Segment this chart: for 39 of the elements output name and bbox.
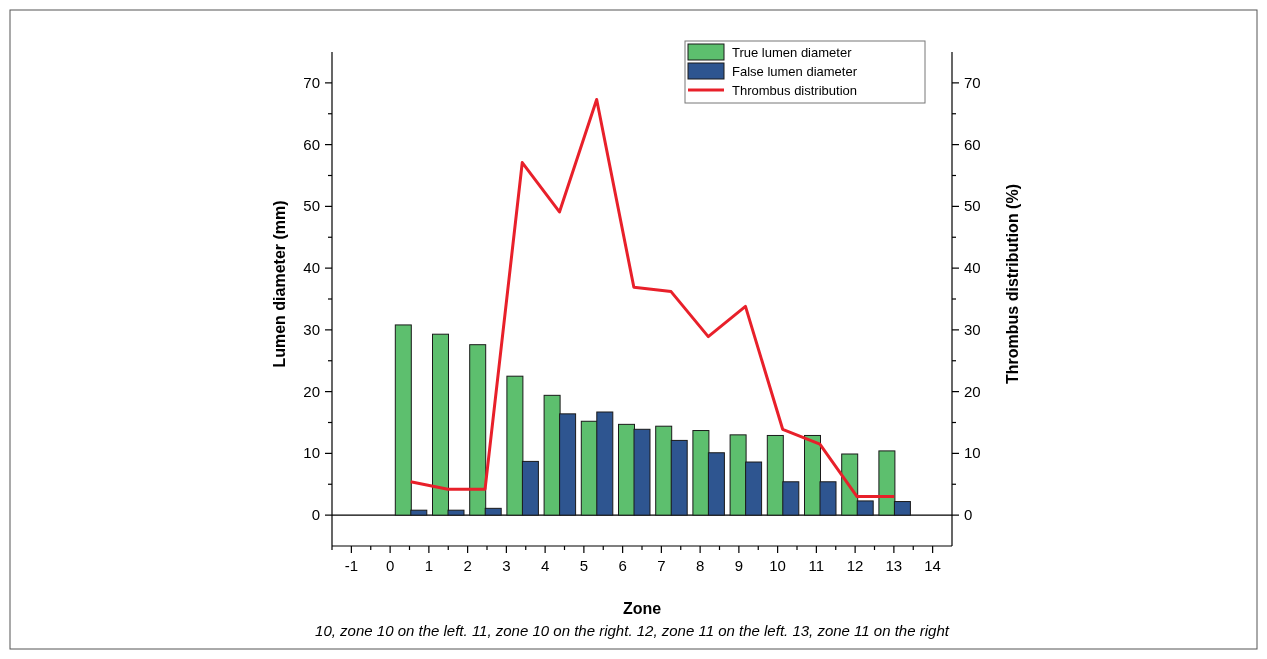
x-tick-label: 8: [695, 557, 705, 574]
y2-tick-label: 20: [964, 382, 981, 400]
x-tick-label: -1: [344, 557, 359, 574]
y-tick-label: 30: [303, 320, 320, 338]
x-tick-label: 3: [502, 557, 511, 574]
x-tick-label: 14: [924, 557, 941, 574]
y2-tick-label: 0: [964, 506, 973, 524]
x-tick-label: 6: [618, 557, 627, 574]
x-axis-title: Zone: [622, 600, 662, 617]
x-tick-label: 0: [385, 557, 395, 574]
x-tick-label: 10: [769, 557, 786, 574]
y-tick-label: 50: [303, 197, 320, 215]
text: 10, zone 10 on the left. 11, zone 10 on the right. 12, zone 11 on the left. 13, zone 11 on the right: [315, 622, 950, 639]
legend-label: False lumen diameter: [732, 64, 858, 79]
y-tick-label: 0: [311, 506, 320, 524]
y-tick-label: 60: [303, 135, 320, 153]
legend-label: True lumen diameter: [732, 45, 853, 60]
y-tick-label: 40: [303, 259, 320, 277]
x-tick-label: 12: [846, 557, 864, 574]
x-tick-label: 11: [808, 557, 825, 574]
y2-tick-label: 30: [964, 320, 981, 338]
y2-tick-label: 10: [964, 444, 981, 462]
y2-tick-label: 70: [964, 73, 981, 91]
x-tick-label: 13: [885, 557, 903, 574]
y2-tick-label: 50: [964, 197, 981, 215]
y-axis-title: Lumen diameter (mm): [271, 200, 288, 368]
legend-label: Thrombus distribution: [732, 83, 857, 98]
x-tick-label: 9: [734, 557, 744, 574]
y2-tick-label: 40: [964, 259, 981, 277]
x-tick-label: 4: [540, 557, 550, 574]
x-tick-label: 2: [463, 557, 472, 574]
y-tick-label: 10: [303, 444, 320, 462]
x-tick-label: 7: [657, 557, 666, 574]
y2-axis-title: Thrombus distribution (%): [1004, 184, 1021, 384]
y-tick-label: 20: [303, 382, 320, 400]
x-tick-label: 5: [579, 557, 589, 574]
y-tick-label: 70: [303, 73, 320, 91]
y2-tick-label: 60: [964, 135, 981, 153]
x-tick-label: 1: [424, 557, 434, 574]
